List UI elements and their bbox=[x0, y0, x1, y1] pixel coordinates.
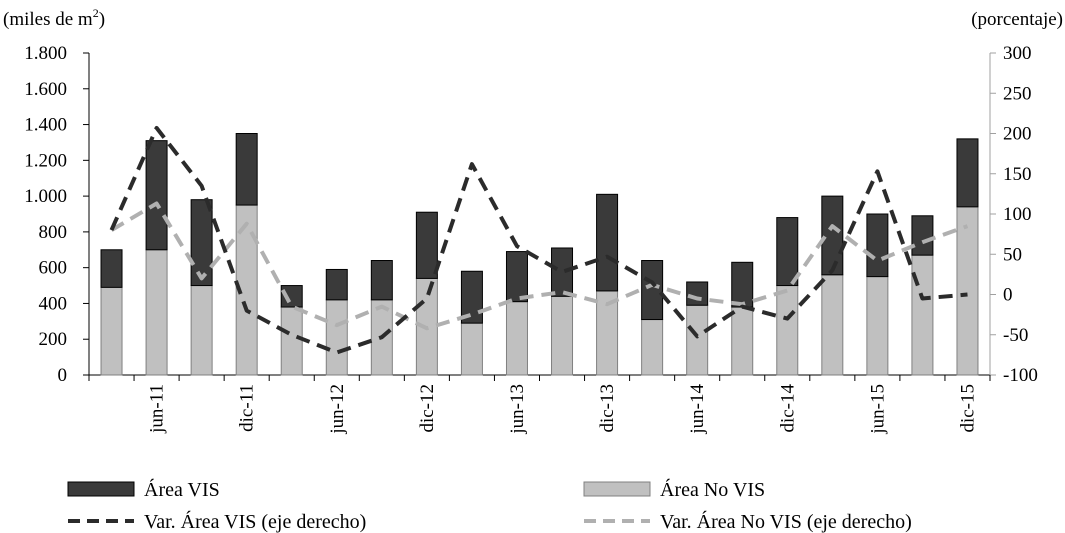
x-axis-tick-label: jun-14 bbox=[687, 384, 708, 435]
right-axis-tick-label: 50 bbox=[1003, 244, 1022, 265]
bar-area-vis bbox=[641, 260, 664, 321]
bar-area-vis bbox=[460, 270, 483, 324]
bar-area-vis bbox=[956, 138, 979, 208]
line-var-area-no-vis bbox=[110, 201, 969, 331]
bar-area-no-vis bbox=[100, 286, 123, 376]
bar-area-vis bbox=[596, 193, 619, 292]
axes bbox=[83, 52, 996, 381]
bar-area-no-vis bbox=[956, 206, 979, 376]
left-axis-tick-label: 600 bbox=[39, 258, 68, 279]
right-axis-tick-label: 150 bbox=[1003, 164, 1032, 185]
right-axis-unit-label: (porcentaje) bbox=[971, 9, 1063, 30]
lines bbox=[109, 125, 969, 355]
bar-area-vis bbox=[235, 133, 258, 206]
bar-area-no-vis bbox=[821, 274, 844, 376]
x-axis-tick-label: dic-11 bbox=[237, 384, 258, 432]
bar-area-vis bbox=[731, 261, 754, 308]
x-axis-tick-label: jun-13 bbox=[507, 384, 528, 435]
bar-area-vis bbox=[100, 249, 123, 288]
bars bbox=[100, 133, 979, 376]
right-axis-tick-label: -100 bbox=[1003, 365, 1038, 386]
bar-area-no-vis bbox=[551, 295, 574, 376]
left-axis-unit-label: (miles de m2) bbox=[3, 6, 105, 30]
right-axis-tick-label: 300 bbox=[1003, 43, 1032, 64]
legend-label-area-no-vis: Área No VIS bbox=[660, 478, 765, 501]
bar-area-vis bbox=[776, 217, 799, 287]
bar-area-vis bbox=[866, 213, 889, 278]
x-axis-tick-label: dic-12 bbox=[417, 384, 438, 433]
bar-area-no-vis bbox=[145, 249, 168, 376]
bar-area-vis bbox=[911, 215, 934, 256]
bar-area-no-vis bbox=[641, 319, 664, 376]
right-axis-tick-label: 0 bbox=[1003, 285, 1013, 306]
left-axis-tick-label: 800 bbox=[39, 222, 68, 243]
bar-area-vis bbox=[325, 268, 348, 301]
bar-area-vis bbox=[145, 140, 168, 251]
legend-label-area-vis: Área VIS bbox=[144, 478, 220, 501]
bar-area-no-vis bbox=[776, 285, 799, 376]
right-axis-tick-label: 100 bbox=[1003, 204, 1032, 225]
x-axis-tick-label: jun-15 bbox=[867, 384, 888, 435]
legend-swatch-area-no-vis bbox=[583, 481, 651, 497]
bar-area-vis bbox=[370, 260, 393, 301]
bar-area-vis bbox=[686, 281, 709, 306]
left-axis-tick-label: 0 bbox=[58, 365, 68, 386]
legend-label-var-area-vis: Var. Área VIS (eje derecho) bbox=[144, 510, 366, 533]
bar-area-no-vis bbox=[460, 322, 483, 376]
bar-area-vis bbox=[505, 251, 528, 303]
right-axis-tick-label: 200 bbox=[1003, 124, 1032, 145]
x-axis-tick-label: dic-14 bbox=[777, 384, 798, 433]
x-axis-tick-label: jun-11 bbox=[147, 384, 168, 434]
x-axis-tick-label: dic-15 bbox=[957, 384, 978, 433]
bar-area-no-vis bbox=[325, 299, 348, 376]
bar-area-no-vis bbox=[686, 304, 709, 376]
left-axis-tick-label: 1.000 bbox=[24, 186, 67, 207]
left-axis-tick-label: 1.600 bbox=[24, 79, 67, 100]
left-axis-tick-label: 1.200 bbox=[24, 150, 67, 171]
bar-area-no-vis bbox=[280, 306, 303, 376]
left-axis-tick-label: 200 bbox=[39, 329, 68, 350]
bar-area-vis bbox=[821, 195, 844, 276]
legend-label-var-area-no-vis: Var. Área No VIS (eje derecho) bbox=[660, 510, 912, 533]
x-axis-tick-label: dic-13 bbox=[597, 384, 618, 433]
left-axis-tick-label: 1.400 bbox=[24, 115, 67, 136]
tick-labels: 0 200 400 600 800 1.000 1.200 1.400 1.600 1.800 -1… bbox=[24, 43, 1038, 435]
x-axis-tick-label: jun-12 bbox=[327, 384, 348, 435]
bar-area-vis bbox=[415, 211, 438, 279]
right-axis-tick-label: 250 bbox=[1003, 83, 1032, 104]
bar-area-vis bbox=[190, 199, 213, 287]
right-axis-tick-label: -50 bbox=[1003, 325, 1028, 346]
legend-swatch-area-vis bbox=[67, 481, 135, 497]
left-axis-tick-label: 1.800 bbox=[24, 43, 67, 64]
bar-area-no-vis bbox=[190, 285, 213, 376]
left-axis-tick-label: 400 bbox=[39, 293, 68, 314]
bar-area-no-vis bbox=[866, 276, 889, 376]
bar-area-no-vis bbox=[731, 306, 754, 376]
bar-area-vis bbox=[551, 247, 574, 297]
bar-area-no-vis bbox=[505, 301, 528, 376]
bar-area-vis bbox=[280, 285, 303, 308]
legend: Área VIS Área No VIS Var. Área VIS (eje … bbox=[67, 478, 912, 533]
